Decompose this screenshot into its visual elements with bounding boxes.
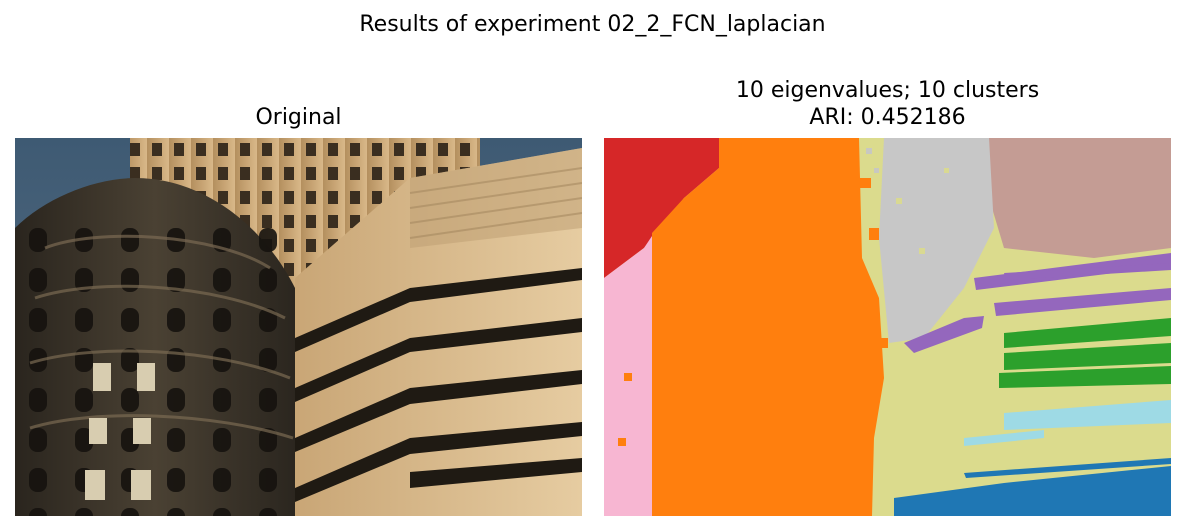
figure-suptitle: Results of experiment 02_2_FCN_laplacian: [359, 12, 826, 37]
original-image: [15, 138, 582, 516]
segmentation-image: [604, 138, 1171, 516]
original-panel-title: Original: [255, 105, 342, 130]
building-photo-graphic: [15, 138, 582, 516]
segmentation-title-line2: ARI: 0.452186: [809, 105, 966, 130]
segmentation-title-line1: 10 eigenvalues; 10 clusters: [735, 78, 1040, 103]
cluster-map-graphic: [604, 138, 1171, 516]
segmentation-panel-title: 10 eigenvalues; 10 clusters ARI: 0.45218…: [604, 77, 1171, 131]
